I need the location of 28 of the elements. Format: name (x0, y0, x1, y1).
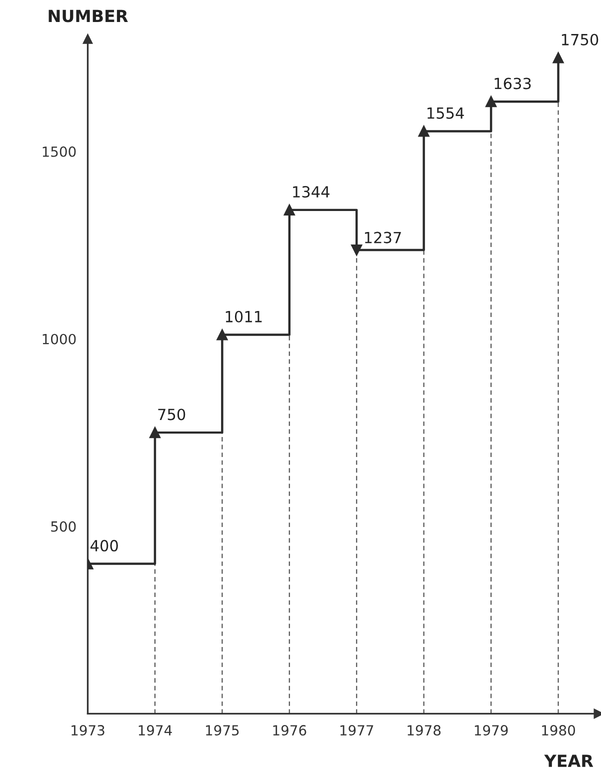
data-label: 1633 (494, 78, 531, 90)
x-tick-label: 1978 (408, 725, 441, 736)
data-label: 750 (158, 408, 186, 420)
x-tick-label: 1975 (206, 725, 239, 736)
point (216, 329, 228, 340)
x-tick-label: 1977 (340, 725, 374, 736)
data-label: 1750 (562, 34, 598, 46)
x-axis-title: YEAR (544, 754, 594, 767)
point (351, 244, 362, 256)
point (149, 427, 161, 438)
point (418, 126, 430, 137)
x-tick-label: 1979 (474, 725, 508, 736)
y-tick-label: 500 (51, 521, 76, 532)
data-label: 1344 (293, 186, 330, 198)
data-label: 1237 (365, 232, 401, 244)
x-tick-label: 1976 (273, 725, 306, 736)
data-label: 1011 (226, 310, 262, 322)
y-axis-title: NUMBER (48, 10, 128, 22)
point (485, 96, 497, 108)
data-label: 1554 (428, 108, 464, 119)
x-tick-label: 1974 (138, 725, 172, 736)
point (552, 52, 564, 64)
data-label: 400 (90, 540, 118, 552)
y-tick-label: 1500 (42, 146, 76, 157)
x-tick-label: 1973 (72, 725, 104, 736)
y-tick-label: 1000 (42, 334, 76, 344)
point (284, 204, 295, 216)
x-tick-label: 1980 (542, 725, 576, 736)
